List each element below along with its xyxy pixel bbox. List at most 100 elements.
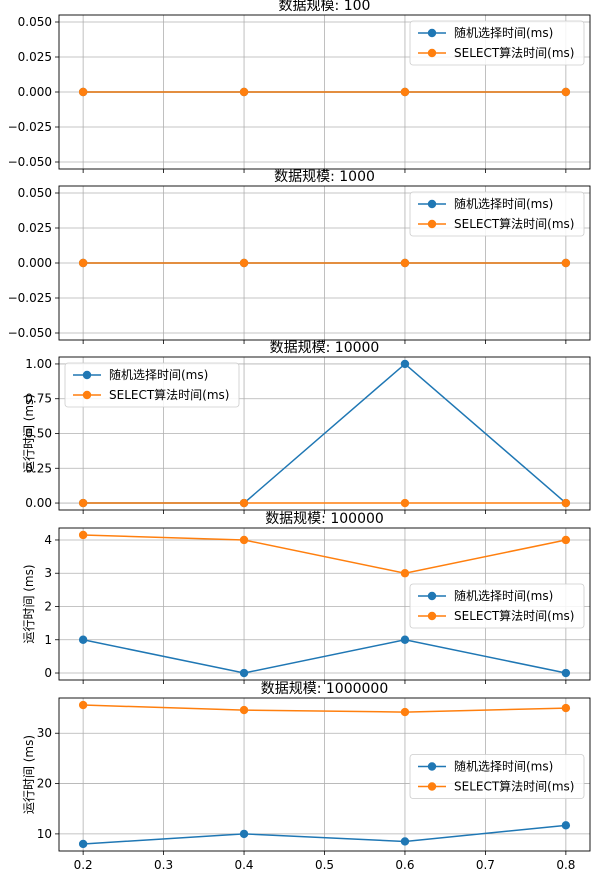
- y-tick-label: −0.025: [8, 291, 52, 305]
- y-tick-label: 3: [44, 566, 52, 580]
- x-tick-label: 0.2: [74, 858, 93, 872]
- legend-marker: [427, 762, 437, 771]
- y-axis-label: 运行时间 (ms): [22, 564, 36, 643]
- legend-box: [64, 362, 240, 408]
- x-tick-label: 0.8: [556, 858, 575, 872]
- legend: 随机选择时间(ms) SELECT算法时间(ms): [409, 583, 585, 629]
- legend-marker: [427, 28, 437, 38]
- y-tick-label: 0.00: [25, 496, 52, 510]
- chart-panel-4: 0 1 2 3 4 数据规模: 100000 运行时间 (ms) 随机选择时间(ms) SELE…: [22, 511, 591, 684]
- data-point: [78, 839, 88, 849]
- data-point: [561, 668, 571, 678]
- y-tick-label: 2: [44, 599, 52, 613]
- legend: 随机选择时间(ms) SELECT算法时间(ms): [409, 191, 585, 237]
- data-point: [78, 635, 88, 644]
- data-point: [78, 87, 88, 97]
- legend-box: [409, 191, 585, 237]
- data-point: [78, 258, 88, 268]
- series-line-2: [83, 704, 566, 713]
- legend-label: 随机选择时间(ms): [454, 25, 553, 40]
- y-tick-label: −0.050: [8, 155, 52, 169]
- legend-box: [409, 20, 585, 66]
- data-point: [239, 258, 249, 268]
- y-tick-label: 10: [37, 827, 52, 841]
- legend-label: SELECT算法时间(ms): [454, 216, 574, 231]
- legend-box: [409, 583, 585, 629]
- data-point: [400, 707, 410, 717]
- y-tick-label: 0.25: [25, 461, 52, 475]
- legend-marker: [427, 611, 437, 621]
- chart-title: 数据规模: 100000: [265, 511, 384, 527]
- chart-title: 数据规模: 1000: [274, 169, 375, 185]
- chart-panel-1: −0.050 −0.025 0.000 0.025 0.050 数据规模: 100 随机选择…: [8, 0, 591, 173]
- y-tick-label: 0.50: [25, 427, 52, 441]
- legend: 随机选择时间(ms) SELECT算法时间(ms): [409, 20, 585, 66]
- data-point: [400, 635, 410, 644]
- y-tick-label: 0.025: [18, 50, 52, 64]
- data-point: [561, 703, 571, 713]
- x-tick-label: 0.3: [154, 858, 173, 872]
- y-tick-label: 0.000: [18, 85, 52, 99]
- chart-title: 数据规模: 10000: [270, 340, 380, 356]
- series-line-1: [83, 824, 566, 845]
- data-point: [400, 87, 410, 97]
- y-tick-label: 1: [44, 633, 52, 647]
- legend-label: 随机选择时间(ms): [454, 196, 553, 211]
- y-tick-label: 4: [44, 533, 52, 547]
- data-point: [78, 530, 88, 540]
- legend-box: [409, 754, 585, 799]
- y-tick-label: 0.000: [18, 256, 52, 270]
- y-tick-label: 0: [44, 666, 52, 680]
- data-point: [239, 87, 249, 97]
- x-tick-label: 0.5: [315, 858, 334, 872]
- data-point: [239, 535, 249, 545]
- chart-title: 数据规模: 1000000: [261, 681, 389, 697]
- legend-label: SELECT算法时间(ms): [454, 779, 574, 794]
- legend-label: 随机选择时间(ms): [454, 588, 553, 603]
- chart-panel-5: 10 20 30 0.2 0.3 0.4 0.5 0.6 0.7 0.8 数据规模: 1000000…: [22, 681, 591, 872]
- x-tick-label: 0.7: [476, 858, 495, 872]
- legend-marker: [427, 591, 437, 601]
- axes-frame: [58, 356, 591, 511]
- y-tick-label: 0.050: [18, 15, 52, 29]
- data-point: [400, 837, 410, 846]
- data-point: [400, 359, 410, 369]
- x-tick-label: 0.6: [395, 858, 414, 872]
- y-axis-label: 运行时间 (ms): [22, 735, 36, 814]
- y-tick-label: −0.025: [8, 120, 52, 134]
- y-tick-label: −0.050: [8, 326, 52, 340]
- legend-marker: [427, 219, 437, 229]
- legend-marker: [82, 370, 92, 380]
- y-tick-label: 0.75: [25, 392, 52, 406]
- y-tick-label: 0.050: [18, 186, 52, 200]
- legend-label: SELECT算法时间(ms): [454, 608, 574, 623]
- data-point: [400, 569, 410, 578]
- legend: 随机选择时间(ms) SELECT算法时间(ms): [64, 362, 240, 408]
- y-tick-label: 1.00: [25, 357, 52, 371]
- data-point: [78, 498, 88, 508]
- axes-frame: [58, 527, 591, 681]
- series-line-2: [83, 534, 567, 574]
- legend-marker: [427, 48, 437, 58]
- data-point: [561, 535, 571, 545]
- legend-label: 随机选择时间(ms): [454, 759, 553, 774]
- legend-marker: [427, 782, 437, 791]
- y-tick-label: 30: [37, 726, 52, 740]
- legend-label: 随机选择时间(ms): [109, 367, 208, 382]
- axes-frame: [58, 14, 591, 170]
- axes-frame: [58, 697, 591, 852]
- chart-title: 数据规模: 100: [279, 0, 371, 14]
- y-tick-label: 0.025: [18, 221, 52, 235]
- data-point: [561, 258, 571, 268]
- data-point: [78, 700, 88, 710]
- data-point: [561, 498, 571, 508]
- chart-panel-3: 0.00 0.25 0.50 0.75 1.00 数据规模: 10000 运行时间 (ms)…: [22, 340, 591, 514]
- data-point: [239, 705, 249, 715]
- axes-frame: [58, 185, 591, 341]
- legend-marker: [427, 199, 437, 209]
- data-point: [239, 668, 249, 678]
- data-point: [239, 829, 249, 839]
- chart-panel-2: −0.050 −0.025 0.000 0.025 0.050 数据规模: 1000 随机选…: [8, 169, 591, 344]
- data-point: [400, 258, 410, 268]
